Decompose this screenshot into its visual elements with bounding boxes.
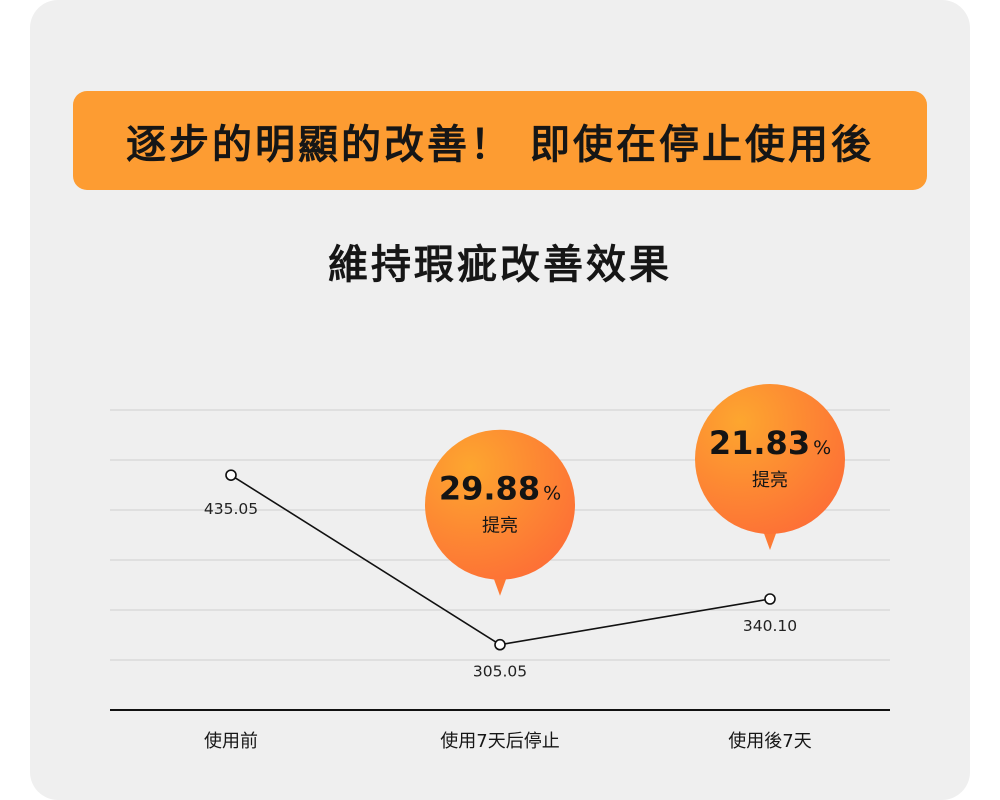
headline-banner: 逐步的明顯的改善！ 即使在停止使用後: [73, 91, 927, 190]
callout-bubble: 21.83 % 提亮: [695, 384, 845, 550]
x-tick-label: 使用前: [204, 731, 258, 752]
x-tick-label: 使用7天后停止: [440, 731, 559, 752]
callout-circle: [425, 429, 575, 580]
chart-title: 維持瑕疵改善效果: [328, 242, 672, 288]
data-point: [494, 638, 506, 651]
callout-bubble: 29.88 % 提亮: [425, 429, 575, 596]
data-label: 435.05: [204, 500, 258, 518]
x-axis: 使用前 使用7天后停止 使用後7天: [110, 709, 890, 752]
headline-text: 逐步的明顯的改善！ 即使在停止使用後: [126, 121, 874, 168]
line-chart: 29.88 %提亮21.83 %提亮 435.05305.05340.10 使用前使…: [110, 384, 890, 752]
data-label: 340.10: [743, 617, 797, 635]
x-tick-label: 使用後7天: [728, 731, 811, 752]
callout-label: 提亮: [752, 470, 788, 491]
callout-label: 提亮: [482, 516, 518, 537]
data-points: [225, 469, 776, 651]
callout-value: 21.83%: [709, 424, 831, 462]
data-label: 305.05: [473, 663, 527, 681]
data-labels: 435.05 305.05 340.10: [204, 500, 797, 681]
data-point: [225, 469, 237, 481]
data-point: [764, 593, 776, 605]
callouts: 29.88 % 提亮 21.83 % 提亮: [425, 384, 845, 596]
callout-value: 29.88%: [439, 470, 561, 508]
callout-circle: [695, 384, 845, 534]
